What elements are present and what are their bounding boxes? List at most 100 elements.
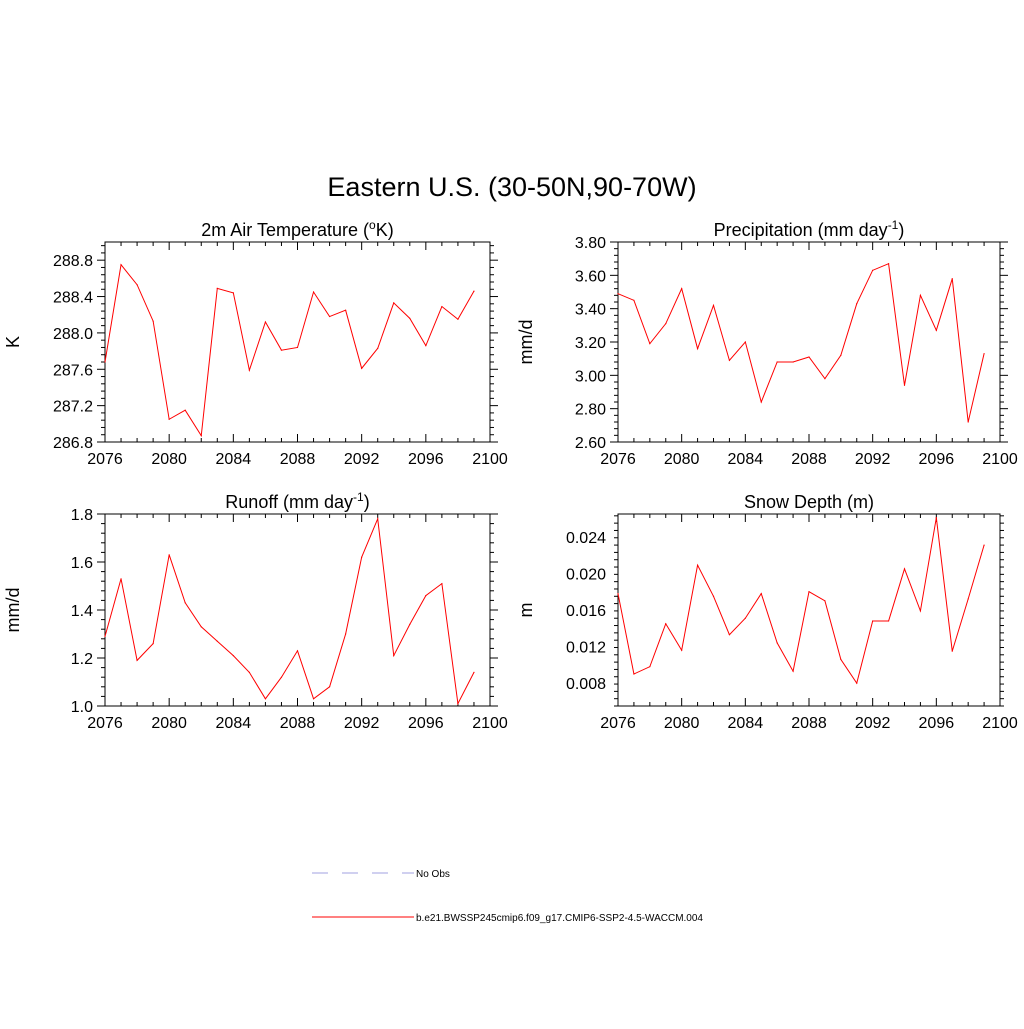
data-point [280, 349, 283, 351]
y-tick-label: 1.2 [71, 651, 93, 668]
x-tick-label: 2096 [408, 715, 444, 732]
data-point [808, 591, 810, 593]
x-tick-label: 2096 [919, 715, 955, 732]
data-point [665, 323, 667, 325]
data-point [872, 269, 874, 271]
data-point [120, 264, 122, 266]
data-point [345, 633, 347, 635]
data-point [633, 299, 635, 301]
series-line [617, 517, 985, 685]
data-point [744, 341, 746, 343]
data-point [377, 518, 379, 520]
data-point [983, 353, 985, 355]
x-tick-label: 2076 [87, 451, 123, 468]
data-point [296, 346, 299, 349]
y-tick-label: 1.4 [71, 603, 93, 620]
y-tick-label: 3.80 [575, 235, 606, 252]
series-line [104, 263, 475, 438]
data-point [681, 649, 683, 651]
data-point [856, 303, 858, 305]
data-point [457, 318, 459, 320]
data-point [136, 659, 138, 662]
x-tick-label: 2100 [982, 451, 1018, 468]
data-point [633, 673, 635, 675]
x-tick-label: 2084 [728, 715, 764, 732]
data-point [200, 626, 202, 628]
data-point [393, 655, 395, 657]
y-tick-label: 0.016 [566, 603, 606, 620]
data-point [903, 384, 906, 386]
legend: No Obs b.e21.BWSSP245cmip6.f09_g17.CMIP6… [312, 869, 703, 924]
x-tick-label: 2092 [855, 451, 891, 468]
data-point [983, 544, 985, 546]
data-point [104, 361, 106, 363]
data-point [696, 564, 699, 566]
x-tick-label: 2092 [344, 715, 380, 732]
y-tick-label: 287.2 [53, 399, 93, 416]
x-tick-label: 2080 [151, 715, 187, 732]
panel-title-superscript: -1 [888, 218, 899, 232]
panel-title-text: Precipitation (mm day [714, 220, 888, 240]
data-point [903, 568, 906, 570]
data-point [808, 356, 810, 358]
data-point [200, 435, 202, 437]
plot-frame [617, 241, 1001, 443]
data-point [168, 418, 170, 420]
series-line [104, 516, 475, 706]
data-point [856, 682, 858, 684]
data-point [393, 302, 395, 304]
x-tick-label: 2080 [664, 451, 700, 468]
data-point [728, 634, 731, 636]
data-point [441, 583, 443, 585]
x-tick-label: 2100 [472, 715, 508, 732]
data-point [409, 317, 411, 319]
data-point [935, 329, 937, 331]
panel-title: Snow Depth (m) [744, 492, 874, 512]
x-tick-label: 2088 [280, 715, 316, 732]
x-tick-label: 2084 [216, 715, 252, 732]
data-point [744, 617, 746, 619]
y-axis-label: K [3, 336, 23, 348]
data-point [649, 666, 651, 668]
data-point [184, 602, 186, 604]
panel-air-temperature: 2m Air Temperature (oK) 2076 2080 2084 2088 2… [3, 218, 508, 468]
panel-title-text: ) [364, 492, 370, 512]
x-tick-label: 2084 [216, 451, 252, 468]
data-point [184, 409, 186, 411]
y-tick-label: 287.6 [53, 362, 93, 379]
x-tick-label: 2080 [664, 715, 700, 732]
data-point [232, 292, 234, 294]
legend-label-model: b.e21.BWSSP245cmip6.f09_g17.CMIP6-SSP2-4… [416, 913, 703, 924]
y-tick-label: 3.60 [575, 268, 606, 285]
y-tick-label: 288.8 [53, 253, 93, 270]
y-axis-label: m [516, 603, 536, 618]
data-point [473, 671, 475, 674]
data-point [935, 517, 937, 519]
panel-title-superscript: o [369, 218, 376, 232]
data-point [967, 598, 969, 600]
panel-title-text: Runoff (mm day [225, 492, 353, 512]
data-point [951, 650, 953, 652]
y-tick-label: 3.40 [575, 302, 606, 319]
data-point [457, 703, 459, 705]
data-point [409, 623, 411, 626]
data-point [152, 320, 154, 322]
x-tick-label: 2100 [472, 451, 508, 468]
data-point [872, 620, 874, 622]
data-point [840, 658, 842, 660]
data-point [168, 554, 170, 556]
panel-title-text: K) [376, 220, 394, 240]
y-tick-label: 288.4 [53, 290, 93, 307]
y-tick-label: 286.8 [53, 435, 93, 452]
x-tick-label: 2088 [791, 715, 827, 732]
data-point [328, 686, 331, 688]
data-point [216, 287, 218, 289]
data-point [649, 343, 651, 345]
y-tick-label: 2.80 [575, 402, 606, 419]
y-axis-label: mm/d [3, 588, 23, 633]
data-point [919, 610, 922, 612]
data-point [824, 378, 826, 380]
data-point [776, 361, 778, 363]
data-point [696, 348, 699, 350]
x-tick-label: 2076 [600, 715, 636, 732]
